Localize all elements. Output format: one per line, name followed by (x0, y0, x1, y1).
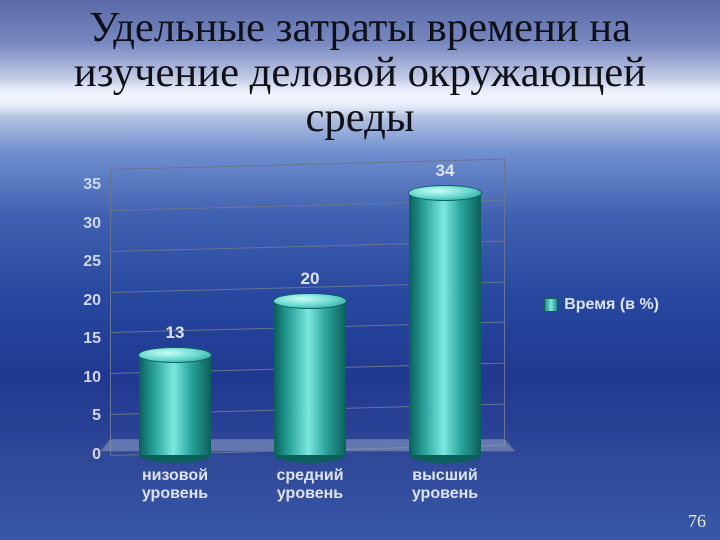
legend-swatch (544, 298, 558, 312)
y-tick: 35 (55, 176, 101, 194)
bar-chart: 35 30 25 20 15 10 5 0 (55, 175, 665, 505)
y-tick: 10 (55, 369, 101, 387)
y-tick: 15 (55, 330, 101, 348)
y-tick: 20 (55, 292, 101, 310)
x-label: низовой уровень (110, 467, 240, 502)
title-line-1: Удельные затраты времени на (0, 6, 720, 51)
bar-value-label: 20 (301, 269, 320, 289)
x-label: высший уровень (380, 467, 510, 502)
bar-value-label: 34 (436, 161, 455, 181)
slide-title: Удельные затраты времени на изучение дел… (0, 6, 720, 140)
slide: Удельные затраты времени на изучение дел… (0, 0, 720, 540)
y-tick: 25 (55, 253, 101, 271)
y-axis: 35 30 25 20 15 10 5 0 (55, 185, 110, 455)
title-line-3: среды (0, 96, 720, 141)
bars-container: 13 20 (110, 185, 505, 455)
y-tick: 0 (55, 446, 101, 464)
x-axis-labels: низовой уровень средний уровень высший у… (110, 467, 505, 509)
page-number: 76 (688, 511, 706, 532)
y-tick: 5 (55, 407, 101, 425)
y-tick: 30 (55, 215, 101, 233)
legend: Время (в %) (539, 293, 665, 317)
plot-area: 13 20 (110, 185, 505, 455)
x-label: средний уровень (245, 467, 375, 502)
bar-value-label: 13 (166, 323, 185, 343)
title-line-2: изучение деловой окружающей (0, 51, 720, 96)
legend-label: Время (в %) (564, 296, 659, 314)
